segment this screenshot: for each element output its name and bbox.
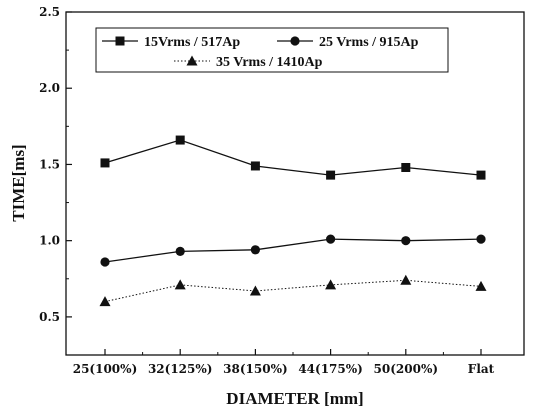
legend: 15Vrms / 517Ap 25 Vrms / 915Ap 35 Vrms / 1… bbox=[95, 27, 449, 73]
legend-marker-square bbox=[115, 36, 125, 46]
x-tick-label: 50(200%) bbox=[374, 362, 439, 376]
series-layer bbox=[99, 135, 487, 307]
data-point-circle bbox=[100, 257, 110, 267]
y-axis-title: TIME[ms] bbox=[9, 144, 28, 221]
data-point-triangle bbox=[400, 274, 412, 285]
x-tick-label: 32(125%) bbox=[148, 362, 213, 376]
data-point-triangle bbox=[325, 279, 337, 290]
legend-label: 25 Vrms / 915Ap bbox=[319, 35, 419, 50]
x-tick-label: 38(150%) bbox=[223, 362, 288, 376]
x-axis-title: DIAMETER [mm] bbox=[226, 389, 363, 408]
legend-marker-circle bbox=[290, 36, 300, 46]
legend-box bbox=[95, 27, 449, 73]
series-line bbox=[104, 139, 482, 176]
x-tick-label: Flat bbox=[468, 362, 495, 376]
series-line bbox=[104, 238, 482, 263]
y-tick-label: 1.5 bbox=[39, 157, 60, 171]
series-1 bbox=[100, 135, 486, 180]
data-point-circle bbox=[175, 246, 185, 256]
data-point-circle bbox=[250, 245, 260, 255]
x-axis: 25(100%) 32(125%) 38(150%) 44(175%) 50(200%)… bbox=[73, 349, 495, 376]
y-tick-label: 2.5 bbox=[39, 5, 60, 19]
y-axis: 0.5 1.0 1.5 2.0 2.5 bbox=[39, 5, 72, 356]
legend-marker-triangle bbox=[186, 55, 198, 66]
data-point-square bbox=[401, 162, 411, 172]
data-point-triangle bbox=[475, 280, 487, 291]
legend-item-3: 35 Vrms / 1410Ap bbox=[174, 55, 323, 70]
data-point-triangle bbox=[249, 285, 261, 296]
plot-frame bbox=[65, 11, 525, 356]
data-point-square bbox=[476, 170, 486, 180]
data-point-square bbox=[326, 170, 336, 180]
data-point-square bbox=[250, 161, 260, 171]
data-point-square bbox=[100, 158, 110, 168]
legend-label: 15Vrms / 517Ap bbox=[144, 35, 240, 50]
legend-item-1: 15Vrms / 517Ap bbox=[102, 35, 240, 50]
data-point-circle bbox=[401, 236, 411, 246]
legend-label: 35 Vrms / 1410Ap bbox=[216, 55, 323, 70]
y-tick-label: 2.0 bbox=[39, 81, 60, 95]
data-point-circle bbox=[326, 234, 336, 244]
x-tick-label: 44(175%) bbox=[298, 362, 363, 376]
plot-area bbox=[65, 11, 525, 356]
series-2 bbox=[100, 234, 486, 267]
y-tick-label: 1.0 bbox=[39, 234, 60, 248]
data-point-triangle bbox=[174, 279, 186, 290]
legend-item-2: 25 Vrms / 915Ap bbox=[277, 35, 419, 50]
data-point-triangle bbox=[99, 296, 111, 307]
data-point-circle bbox=[476, 234, 486, 244]
y-tick-label: 0.5 bbox=[39, 310, 60, 324]
series-line bbox=[104, 279, 482, 303]
x-tick-label: 25(100%) bbox=[73, 362, 138, 376]
series-3 bbox=[99, 274, 487, 307]
data-point-square bbox=[175, 135, 185, 145]
